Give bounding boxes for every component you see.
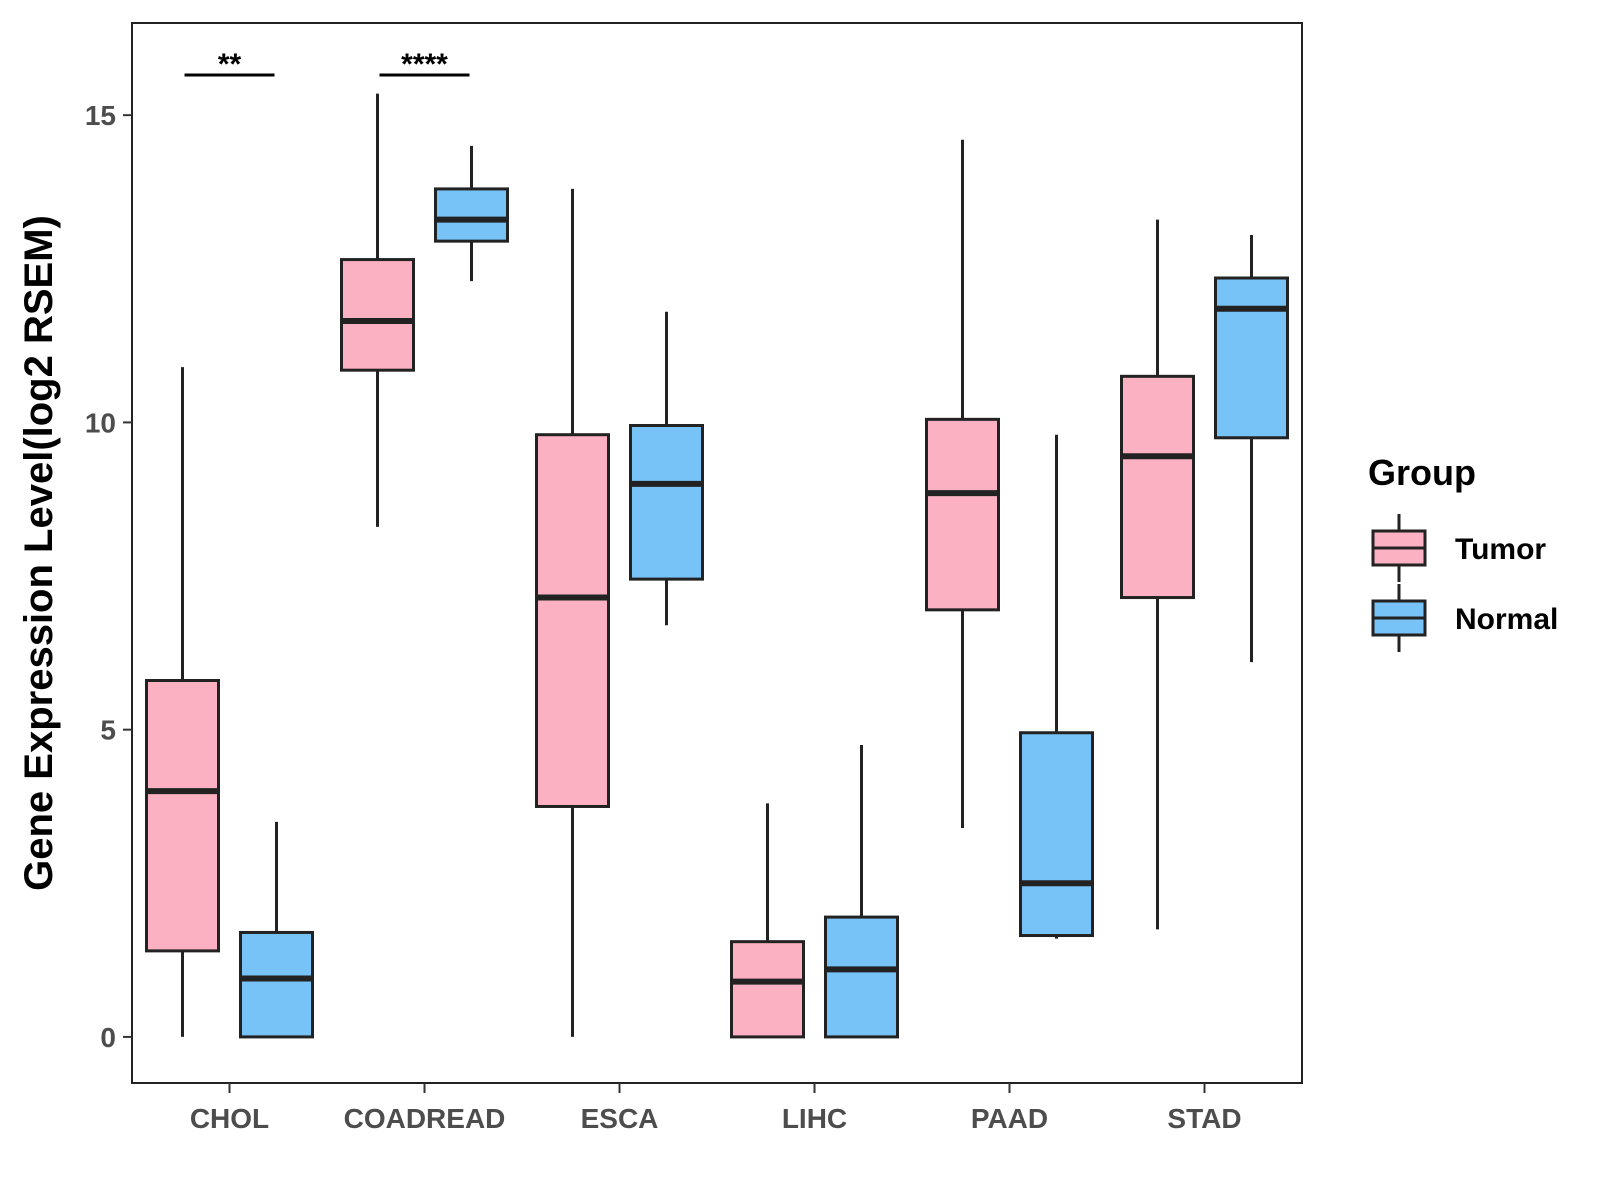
box-tumor-lihc	[730, 803, 805, 1039]
significance-label: ****	[401, 48, 448, 81]
y-tick-label: 0	[100, 1022, 116, 1053]
plot-panel-border	[131, 22, 1303, 1084]
box-tumor-coadread	[340, 93, 415, 527]
box-normal-lihc	[824, 745, 899, 1039]
box-body	[239, 930, 314, 1039]
box-body	[145, 679, 220, 953]
box-normal-esca	[629, 311, 704, 626]
box-body	[434, 187, 509, 243]
y-tick-label: 5	[100, 715, 116, 746]
box-tumor-esca	[535, 188, 610, 1037]
box-body	[824, 915, 899, 1039]
y-axis-title: Gene Expression Level(log2 RSEM)	[17, 215, 61, 891]
x-tick-label: LIHC	[782, 1103, 847, 1134]
box-body	[340, 258, 415, 372]
box-body	[1214, 276, 1289, 440]
box-normal-stad	[1214, 235, 1289, 663]
y-tick-label: 15	[85, 100, 116, 131]
legend-label-tumor: Tumor	[1455, 533, 1546, 566]
box-body	[535, 433, 610, 808]
box-normal-coadread	[434, 145, 509, 282]
legend-label-normal: Normal	[1455, 603, 1558, 636]
x-tick-label: PAAD	[971, 1103, 1048, 1134]
legend-title: Group	[1368, 452, 1476, 493]
x-tick-label: ESCA	[581, 1103, 659, 1134]
y-tick-label: 10	[85, 407, 116, 438]
plot-area: 0 5 10 15 CHOL COADREAD ESCA LIHC PAAD STAD Gene E…	[17, 22, 1303, 1134]
box-body	[629, 423, 704, 581]
box-tumor-stad	[1120, 219, 1195, 930]
box-body	[1120, 374, 1195, 600]
x-tick-label: COADREAD	[344, 1103, 506, 1134]
box-body	[925, 417, 1000, 612]
legend: Group Tumor Normal	[1368, 452, 1558, 652]
box-body	[1019, 731, 1094, 938]
box-tumor-chol	[145, 367, 220, 1037]
box-tumor-paad	[925, 139, 1000, 828]
significance-label: **	[218, 48, 242, 81]
box-body	[730, 940, 805, 1039]
x-tick-label: CHOL	[190, 1103, 269, 1134]
box-normal-paad	[1019, 434, 1094, 939]
legend-key-normal	[1371, 584, 1427, 652]
box-normal-chol	[239, 821, 314, 1039]
legend-key-tumor	[1371, 514, 1427, 582]
x-tick-label: STAD	[1167, 1103, 1241, 1134]
